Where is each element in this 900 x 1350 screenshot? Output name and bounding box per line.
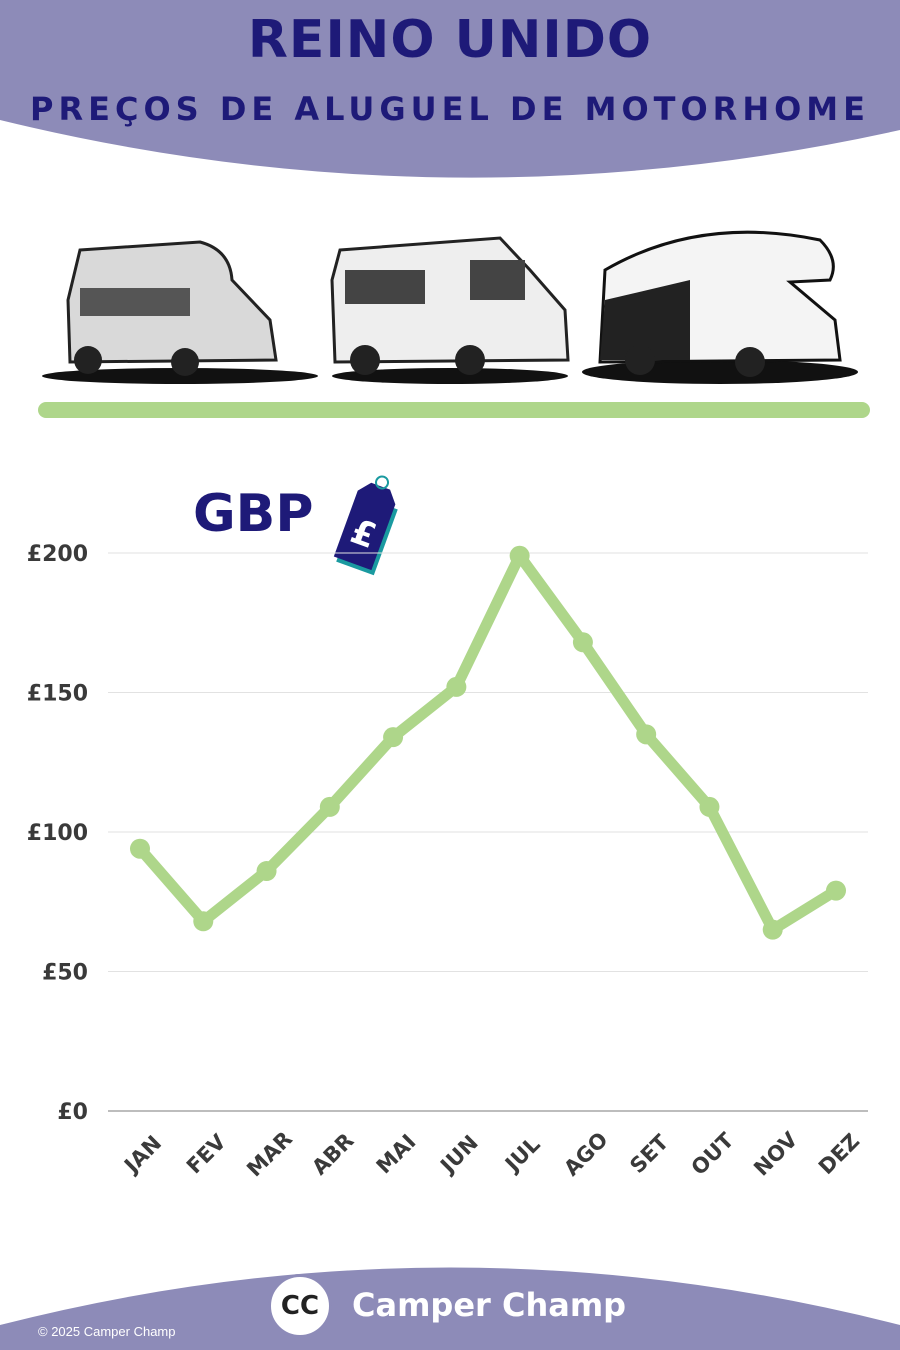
x-tick-label: MAI: [372, 1130, 421, 1179]
x-tick-label: JUL: [499, 1132, 544, 1177]
divider-bar: [38, 402, 870, 418]
x-tick-label: DEZ: [814, 1129, 864, 1179]
y-tick-label: £100: [27, 821, 88, 846]
currency-label: GBP: [193, 484, 314, 544]
data-point: [699, 796, 720, 817]
y-tick-label: £0: [57, 1100, 88, 1125]
data-point: [509, 545, 530, 566]
motorhome-icon: [582, 230, 858, 384]
data-point: [826, 880, 846, 901]
data-point: [319, 796, 340, 817]
page-subtitle: PREÇOS DE ALUGUEL DE MOTORHOME: [30, 90, 870, 128]
y-tick-label: £200: [27, 542, 88, 567]
data-point: [130, 838, 150, 859]
data-point: [383, 727, 404, 748]
x-tick-label: AGO: [559, 1127, 612, 1180]
header-band: [0, 0, 900, 178]
x-tick-label: FEV: [182, 1129, 231, 1178]
van-icon: [330, 236, 570, 384]
x-tick-label: JAN: [118, 1131, 166, 1179]
data-point: [762, 919, 783, 940]
x-tick-label: NOV: [749, 1127, 803, 1181]
series-line: [135, 550, 839, 936]
data-point: [193, 911, 214, 932]
data-point: [572, 632, 593, 653]
brand-name: Camper Champ: [352, 1286, 627, 1324]
x-tick-label: MAR: [242, 1127, 297, 1182]
data-point: [256, 861, 277, 882]
x-tick-label: OUT: [687, 1128, 739, 1180]
copyright: © 2025 Camper Champ: [38, 1324, 176, 1339]
brand-logo: CC: [268, 1274, 332, 1338]
data-point: [636, 724, 657, 745]
line-chart: £0 £50 £100 £150 £200 JAN FEV MAR ABR MAI JUN JUL AG…: [27, 542, 868, 1182]
page-title: REINO UNIDO: [247, 10, 653, 70]
data-point: [446, 676, 467, 697]
vehicle-illustrations: [42, 230, 858, 384]
footer-band: [0, 1267, 900, 1350]
campervan-icon: [42, 240, 318, 384]
x-tick-label: JUN: [435, 1131, 483, 1179]
price-tag-icon: £: [333, 475, 398, 576]
x-tick-label: SET: [625, 1130, 673, 1178]
y-tick-label: £150: [27, 682, 88, 707]
y-tick-label: £50: [42, 961, 88, 986]
x-tick-label: ABR: [307, 1128, 358, 1179]
